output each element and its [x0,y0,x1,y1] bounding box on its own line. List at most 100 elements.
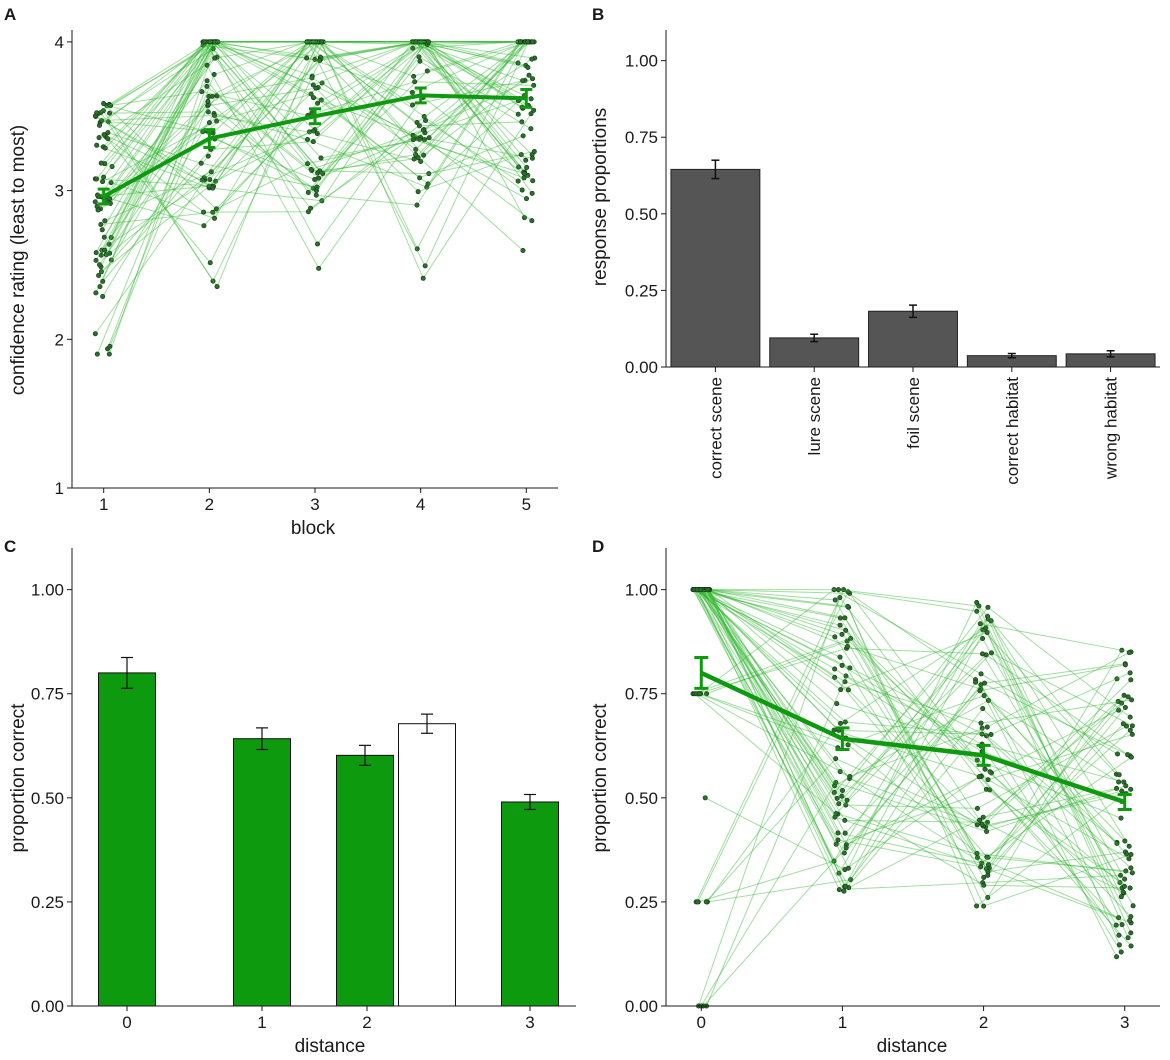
d-participant-point [836,887,842,893]
d-participant-point [1129,697,1135,703]
d-x-tick-label: 3 [1120,1013,1129,1032]
a-participant-point [96,135,102,141]
a-participant-point [94,351,100,357]
d-participant-line [695,588,1131,903]
b-axes: correct scene lure scene foil scene correct… [625,30,1160,485]
d-participant-point [1118,815,1124,821]
a-participant-point [416,136,422,142]
b-bars [670,159,1156,368]
d-participant-point [1119,700,1125,706]
a-participant-point [529,218,535,224]
a-participant-point [414,246,420,252]
a-participant-point [204,83,210,89]
d-participant-point [983,733,989,739]
a-participant-point [412,79,418,85]
a-participant-point [108,103,114,109]
d-participant-point [841,850,847,856]
d-mean-series [700,670,1126,805]
d-participant-point [985,697,991,703]
a-participant-point [414,120,420,126]
d-participant-point [843,845,849,851]
d-participant-line [700,589,1131,921]
d-participant-point [1127,917,1133,923]
a-participant-point [418,39,424,45]
a-participant-point [105,119,111,125]
d-participant-point [979,821,985,827]
a-participant-point [305,209,311,215]
c-bar-distance-1 [233,738,291,1007]
d-participant-line [704,776,1123,925]
d-mean-line [694,656,1132,811]
a-participant-point [93,290,99,296]
d-y-tick-label: 0.50 [625,789,658,808]
d-participant-point [841,587,847,593]
d-participant-line [701,589,1129,868]
d-participant-point [844,638,850,644]
d-participant-line [692,637,1133,781]
a-participant-point [210,46,216,52]
a-participant-point [206,120,212,126]
d-participant-point [977,688,983,694]
d-participant-line [696,589,1117,775]
d-participant-point [703,899,709,905]
d-participant-point [978,720,984,726]
a-participant-point [410,137,416,143]
a-participant-point [208,169,214,175]
a-participant-point [97,262,103,268]
d-participant-point [842,830,848,836]
d-participant-point [1118,894,1124,900]
a-participant-point [101,101,107,107]
d-participant-point [988,650,994,656]
d-participant-line [700,693,1133,874]
a-participant-point [521,170,527,176]
d-participant-line [696,589,1118,899]
d-participant-point [1122,662,1128,668]
d-participant-point [974,757,980,763]
a-participant-point [525,39,531,45]
a-participant-point [102,247,108,253]
d-participant-point [832,634,838,640]
a-participant-point [310,139,316,145]
b-y-tick-label: 0.75 [625,128,658,147]
d-participant-line [696,589,1121,891]
d-participant-point [976,603,982,609]
b-bar-foil-scene [868,310,958,368]
a-participant-point [101,174,107,180]
a-ylabel: confidence rating (least to most) [8,125,29,395]
a-participant-point [315,170,321,176]
d-participant-point [984,828,990,834]
a-participant-point [313,192,319,198]
a-participant-point [424,68,430,74]
d-participant-point [842,679,848,685]
a-participant-point [105,130,111,136]
a-participant-point [413,146,419,152]
d-participant-point [834,701,840,707]
d-participant-point [833,756,839,762]
a-participant-point [106,351,112,357]
d-participant-line [708,589,1126,835]
d-participant-line [694,652,1133,815]
d-participant-point [841,888,847,894]
d-participant-point [1120,889,1126,895]
a-participant-point [318,97,324,103]
a-participant-point [515,60,521,66]
c-x-tick-label: 0 [122,1013,131,1032]
a-participant-point [425,39,431,45]
a-participant-point [211,215,217,221]
c-y-tick-label: 0.00 [31,997,64,1016]
a-participant-point [215,39,221,45]
d-participant-point [1128,754,1134,760]
a-participant-point [107,250,113,256]
a-participant-point [313,85,319,91]
d-participant-point [837,769,843,775]
d-participant-point [848,635,854,641]
d-participant-point [988,618,994,624]
a-participant-point [211,71,217,77]
a-individual-data [92,39,538,357]
a-participant-point [305,189,311,195]
d-participant-point [831,789,837,795]
a-participant-point [529,190,535,196]
a-participant-point [409,89,415,95]
d-participant-point [845,603,851,609]
d-participant-line [696,589,1132,869]
